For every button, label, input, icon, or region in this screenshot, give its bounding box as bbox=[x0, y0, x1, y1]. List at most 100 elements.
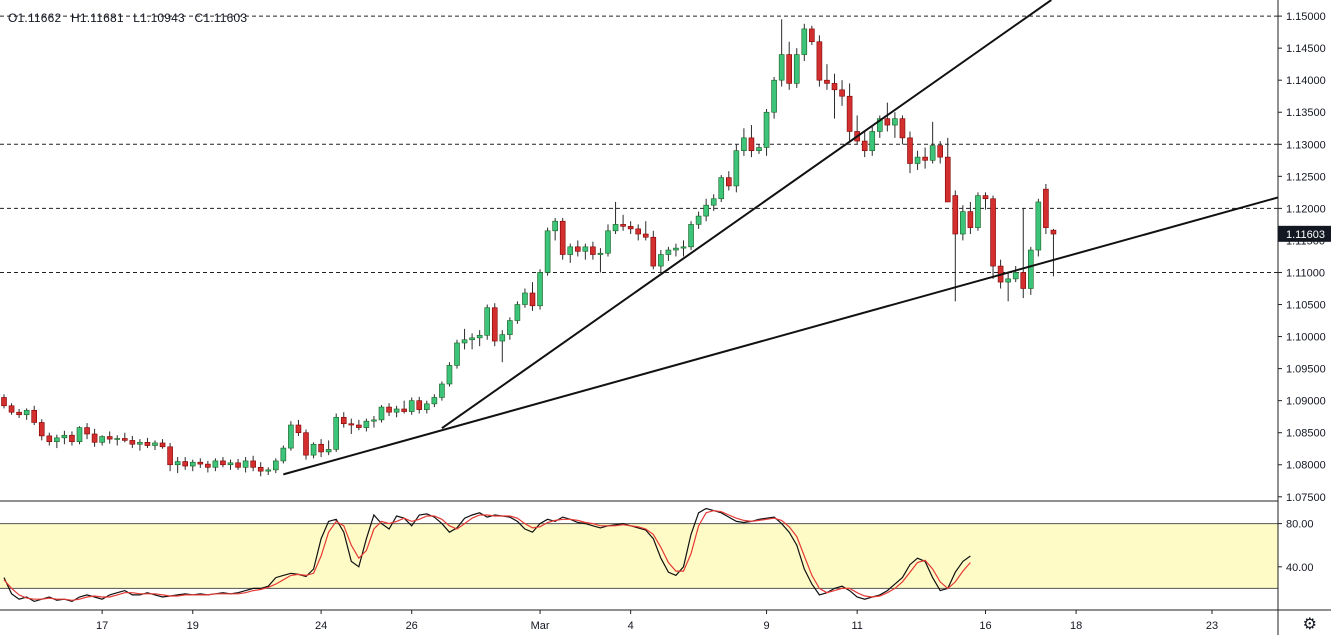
price-levels bbox=[0, 15, 1278, 273]
candle-body bbox=[499, 334, 506, 342]
price-tick-label: 1.09000 bbox=[1286, 396, 1326, 408]
price-tick-label: 1.11000 bbox=[1286, 267, 1325, 279]
candle-body bbox=[809, 28, 815, 43]
trendline-upper bbox=[441, 0, 1052, 430]
candle-body bbox=[333, 417, 340, 450]
candle-body bbox=[892, 118, 898, 126]
candle-body bbox=[220, 460, 226, 466]
candle-body bbox=[763, 111, 770, 148]
candle-body bbox=[612, 224, 619, 232]
candle-body bbox=[1012, 272, 1019, 280]
candle-body bbox=[567, 246, 574, 255]
candle-body bbox=[122, 438, 128, 441]
candle-body bbox=[914, 156, 921, 164]
candle-body bbox=[318, 443, 324, 453]
stochastic-tick-label: 80.00 bbox=[1286, 519, 1314, 531]
candle-body bbox=[439, 383, 445, 398]
candle-body bbox=[8, 405, 15, 413]
candle-body bbox=[205, 463, 211, 468]
candle-body bbox=[990, 198, 996, 267]
candle-body bbox=[61, 434, 68, 439]
candle-body bbox=[46, 435, 53, 442]
candle-body bbox=[348, 423, 355, 426]
candle-body bbox=[257, 467, 264, 472]
candle-body bbox=[982, 195, 989, 200]
candle-body bbox=[967, 211, 974, 228]
candle-body bbox=[54, 437, 60, 442]
candle-body bbox=[129, 440, 136, 445]
stochastic-k-line bbox=[3, 507, 971, 603]
candle-body bbox=[272, 460, 279, 471]
candle-body bbox=[69, 434, 75, 442]
candle-body bbox=[620, 224, 626, 227]
candle-body bbox=[771, 79, 777, 113]
price-tick-label: 1.10000 bbox=[1286, 332, 1326, 344]
stochastic-d-line bbox=[3, 509, 971, 601]
price-tick-label: 1.07500 bbox=[1286, 492, 1326, 504]
candle-body bbox=[680, 246, 687, 249]
candle-body bbox=[846, 95, 853, 132]
trendline-lower bbox=[283, 196, 1279, 476]
candle-body bbox=[23, 409, 30, 416]
stochastic-tick-label: 40.00 bbox=[1286, 562, 1314, 574]
candle-body bbox=[469, 337, 475, 341]
candle-body bbox=[831, 83, 838, 91]
candle-body bbox=[673, 247, 679, 251]
candle-body bbox=[408, 400, 415, 412]
candle-body bbox=[31, 409, 38, 423]
trendlines[interactable] bbox=[283, 0, 1279, 476]
gear-icon[interactable]: ⚙ bbox=[1302, 614, 1317, 633]
candle-body bbox=[189, 461, 196, 467]
time-tick-label: 26 bbox=[406, 620, 418, 632]
candle-body bbox=[1043, 188, 1049, 228]
price-tick-label: 1.08000 bbox=[1286, 460, 1326, 472]
candle-body bbox=[235, 462, 241, 468]
ohlc-low: L1.10943 bbox=[133, 11, 185, 25]
candle-body bbox=[1005, 278, 1011, 283]
stochastic-band bbox=[0, 523, 1278, 589]
candle-body bbox=[16, 411, 22, 416]
candle-body bbox=[303, 432, 309, 456]
candle-body bbox=[929, 145, 936, 161]
time-tick-label: 18 bbox=[1070, 620, 1082, 632]
candle-body bbox=[725, 177, 732, 187]
candle-body bbox=[756, 147, 762, 151]
stochastic-pane bbox=[0, 500, 1278, 603]
candle-body bbox=[514, 304, 521, 321]
candle-body bbox=[816, 41, 823, 81]
price-tick-label: 1.12500 bbox=[1286, 171, 1326, 183]
candle-body bbox=[786, 54, 793, 84]
candle-body bbox=[937, 145, 944, 158]
candle-body bbox=[310, 443, 317, 456]
candle-body bbox=[401, 408, 407, 412]
candle-body bbox=[1, 397, 7, 407]
candle-body bbox=[650, 236, 657, 267]
candle-body bbox=[975, 195, 981, 228]
price-tick-label: 1.08500 bbox=[1286, 428, 1326, 440]
candle-body bbox=[363, 420, 370, 428]
candle-body bbox=[718, 177, 725, 200]
candle-body bbox=[507, 320, 513, 335]
price-tick-label: 1.15000 bbox=[1286, 11, 1326, 23]
candle-body bbox=[106, 436, 113, 440]
candle-body bbox=[695, 215, 702, 225]
time-tick-label: 19 bbox=[187, 620, 199, 632]
candle-body bbox=[242, 460, 249, 468]
candle-body bbox=[476, 334, 483, 339]
candle-body bbox=[824, 79, 830, 84]
candle-body bbox=[544, 230, 551, 273]
candle-body bbox=[642, 233, 649, 238]
candle-body bbox=[899, 118, 906, 139]
candle-body bbox=[1020, 272, 1027, 289]
candle-body bbox=[884, 118, 891, 126]
candle-body bbox=[944, 156, 951, 203]
price-tick-label: 1.13500 bbox=[1286, 107, 1326, 119]
ohlc-open: O1.11662 bbox=[8, 11, 62, 25]
candle-body bbox=[182, 461, 188, 467]
candle-body bbox=[167, 446, 173, 466]
time-tick-label: 9 bbox=[763, 620, 769, 632]
candle-body bbox=[280, 447, 287, 462]
time-tick-label: 17 bbox=[96, 620, 108, 632]
time-tick-label: 16 bbox=[979, 620, 991, 632]
